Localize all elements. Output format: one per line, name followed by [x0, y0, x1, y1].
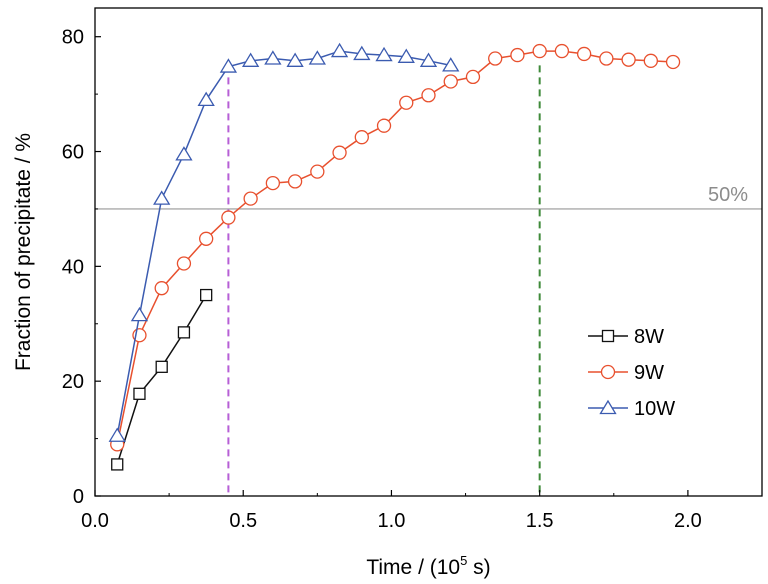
data-point [554, 43, 570, 59]
x-tick-label: 0.5 [229, 510, 257, 532]
plot-frame [94, 7, 763, 497]
x-axis-title-exponent: 5 [460, 553, 467, 568]
data-point [133, 387, 146, 400]
data-point [375, 46, 393, 62]
data-point [176, 256, 192, 271]
data-point [643, 53, 658, 68]
data-point [155, 360, 168, 373]
data-point [419, 52, 438, 67]
data-point [108, 427, 126, 442]
data-point [177, 326, 191, 339]
legend-item: 8W [588, 326, 664, 348]
data-point [219, 58, 238, 73]
data-point [599, 51, 614, 66]
series-9W [110, 43, 681, 452]
x-axis-title-suffix: s) [467, 556, 490, 579]
data-point [287, 174, 303, 189]
data-point [532, 43, 547, 59]
x-axis-title-prefix: Time / (10 [366, 556, 460, 579]
y-tick-label: 60 [62, 142, 84, 164]
x-axis: 0.0 0.5 1.0 1.5 2.0 [81, 490, 702, 532]
x-tick-label: 0.0 [81, 510, 109, 532]
data-point [665, 54, 681, 70]
data-point [488, 51, 503, 66]
data-point [197, 91, 215, 107]
series-10W [108, 42, 460, 442]
data-point [111, 458, 124, 471]
legend-item: 10W [588, 398, 675, 420]
reference-line-label: 50% [708, 184, 748, 206]
data-point [354, 130, 369, 145]
data-point [265, 175, 281, 191]
data-point [308, 50, 326, 65]
legend-label: 10W [634, 398, 675, 420]
data-point [397, 48, 415, 63]
y-axis-title: Fraction of precipitate / % [12, 133, 35, 371]
data-point [130, 306, 149, 322]
data-point [443, 74, 458, 89]
data-point [576, 46, 592, 62]
series-line [116, 50, 674, 445]
data-point [353, 45, 371, 61]
x-tick-label: 2.0 [674, 510, 702, 532]
x-axis-title: Time / (105 s) [366, 553, 490, 579]
y-tick-label: 20 [62, 371, 84, 393]
legend-label: 9W [634, 362, 664, 384]
data-point [421, 88, 436, 103]
legend-marker [600, 364, 616, 380]
data-point [199, 231, 214, 246]
y-tick-label: 0 [73, 486, 84, 508]
y-axis: 0 20 40 60 80 [62, 27, 101, 508]
x-tick-label: 1.5 [526, 510, 554, 532]
data-point [510, 47, 525, 63]
y-tick-label: 80 [62, 27, 84, 49]
data-point [241, 52, 260, 67]
data-point [465, 69, 481, 85]
legend-label: 8W [634, 326, 664, 348]
data-point [243, 191, 258, 206]
y-tick-label: 40 [62, 256, 84, 278]
x-tick-label: 1.0 [378, 510, 406, 532]
legend-item: 9W [588, 362, 664, 384]
data-point [332, 145, 347, 160]
data-point [399, 95, 414, 110]
legend-marker [599, 399, 617, 415]
data-point [442, 57, 460, 72]
data-point [376, 118, 392, 133]
data-point [153, 190, 171, 205]
data-point [330, 42, 349, 58]
legend-marker [601, 329, 615, 343]
data-point [200, 288, 213, 302]
series-8W [111, 288, 213, 471]
series-line [116, 50, 451, 436]
legend: 8W 9W 10W [588, 326, 675, 420]
data-point [621, 52, 636, 67]
data-point [310, 164, 325, 179]
data-point [286, 52, 304, 67]
data-point [175, 146, 193, 161]
data-point [221, 210, 236, 225]
data-point [154, 281, 169, 296]
plot-layer [95, 42, 762, 496]
data-point [264, 50, 282, 65]
